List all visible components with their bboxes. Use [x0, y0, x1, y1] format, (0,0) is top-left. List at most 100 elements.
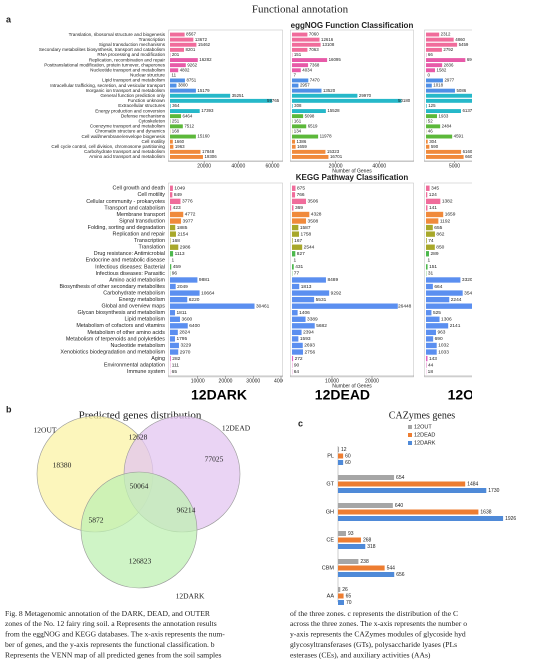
value-label: 4802	[180, 67, 190, 72]
value-label: 16095	[329, 57, 342, 62]
category-label: Translation	[139, 245, 165, 251]
value-label: 6220	[189, 297, 200, 303]
bar	[170, 251, 174, 257]
bar	[426, 277, 461, 283]
value-label: 2394	[303, 330, 314, 336]
value-label: 7060	[309, 32, 319, 37]
bar	[292, 68, 301, 73]
bar	[292, 42, 321, 47]
bar	[292, 355, 294, 362]
bar	[170, 83, 177, 88]
value-label: 151	[294, 52, 302, 57]
value-label: 640	[395, 503, 404, 509]
bar	[170, 244, 179, 250]
figure-title: Functional annotation	[252, 4, 349, 16]
bar	[426, 83, 432, 88]
caption-right: of the three zones. c represents the dis…	[290, 609, 467, 660]
region-count: 5872	[89, 516, 104, 525]
value-label: 65	[172, 369, 178, 375]
bar	[170, 296, 188, 303]
caption-line: zones of the No. 12 fairy ring soil. a R…	[5, 619, 217, 628]
value-label: 1192	[440, 218, 451, 224]
bar	[292, 277, 326, 283]
category-label: Immune system	[127, 369, 166, 375]
bar	[170, 109, 200, 113]
bar	[292, 124, 307, 129]
x-tick-label: 20000	[365, 378, 379, 384]
bar	[426, 198, 441, 205]
legend-swatch	[408, 441, 412, 445]
value-label: 52	[428, 118, 433, 123]
value-label: 1933	[439, 113, 449, 118]
caption-line: of the three zones. c represents the dis…	[290, 609, 458, 618]
bar	[170, 144, 174, 149]
bar	[170, 336, 175, 342]
bar	[170, 114, 182, 119]
bar	[170, 310, 176, 316]
value-label: 13520	[323, 88, 336, 93]
value-label: 16701	[330, 154, 343, 159]
bar	[426, 310, 432, 316]
value-label: 664	[434, 284, 442, 290]
value-label: 4328	[311, 212, 322, 218]
value-label: 1963	[175, 144, 185, 149]
value-label: 6464	[183, 113, 193, 118]
value-label: 690	[435, 336, 443, 342]
bar	[170, 218, 182, 224]
legend-label: 12DEAD	[414, 432, 435, 438]
category-label: Nuclear structure	[130, 73, 165, 78]
bar	[170, 323, 188, 329]
bar	[426, 336, 434, 342]
bar	[426, 211, 444, 218]
value-label: 318	[367, 544, 376, 550]
bar	[426, 185, 430, 191]
bar	[292, 323, 315, 329]
category-label: Energy metabolism	[119, 297, 166, 303]
bar	[426, 224, 433, 231]
value-label: 1049	[174, 186, 185, 192]
value-label: 124	[429, 192, 437, 198]
bar	[338, 481, 466, 487]
category-label: Metabolism of other amino acids	[87, 330, 165, 336]
bar	[170, 104, 171, 108]
bar	[426, 104, 427, 108]
value-label: 141	[429, 205, 437, 211]
category-label: Cell motility	[137, 192, 165, 198]
bar	[338, 516, 504, 521]
value-label: 11	[172, 73, 177, 78]
category-label: Biosynthesis of other secondary metaboli…	[60, 284, 166, 290]
bar	[170, 355, 171, 362]
value-label: 1	[294, 258, 297, 264]
caption-line: esterases (CEs), and auxiliary activitie…	[290, 650, 431, 659]
category-label: Cytoskeleton	[138, 118, 165, 123]
bar	[170, 290, 200, 296]
bar	[292, 290, 330, 296]
bar	[292, 93, 358, 98]
value-label: 7470	[310, 78, 320, 83]
value-label: 1926	[505, 516, 516, 522]
category-label: Function unknown	[128, 98, 166, 103]
value-label: 590	[431, 144, 439, 149]
bar	[426, 109, 461, 113]
value-label: 5098	[305, 113, 315, 118]
value-label: 201	[172, 52, 180, 57]
value-label: 9292	[331, 290, 342, 296]
category-label: Extracellular structures	[118, 103, 165, 108]
value-label: 6137	[462, 108, 472, 113]
bar	[170, 37, 194, 42]
bar	[170, 303, 255, 309]
x-tick-label: 40000	[231, 163, 245, 169]
value-label: 4860	[455, 37, 465, 42]
category-label: Coenzyme transport and metabolism	[90, 124, 165, 129]
value-label: 4591	[454, 134, 464, 139]
value-label: 5531	[316, 297, 327, 303]
value-label: 66	[428, 52, 433, 57]
value-label: 1730	[488, 488, 499, 494]
category-label: Amino acid metabolism	[109, 277, 165, 283]
value-label: 8751	[186, 78, 196, 83]
value-label: 2756	[305, 349, 316, 355]
bar	[292, 336, 299, 342]
bar	[292, 244, 303, 250]
